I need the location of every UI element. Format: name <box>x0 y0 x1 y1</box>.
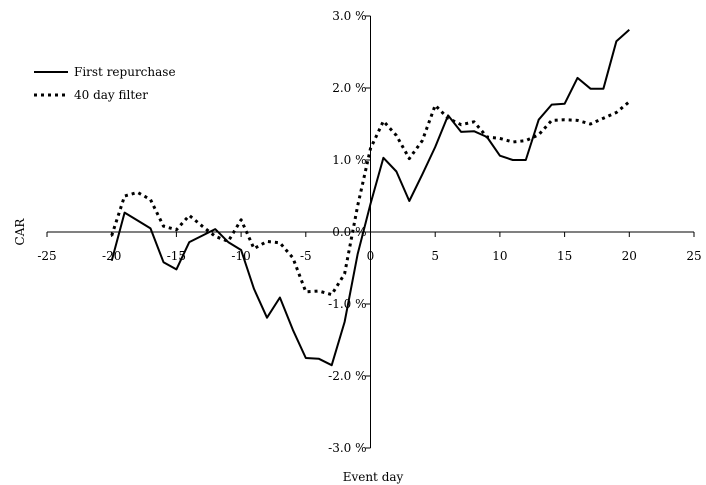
legend-label-first-repurchase: First repurchase <box>74 65 176 79</box>
x-tick-label: 20 <box>622 249 637 263</box>
y-tick-label: -2.0 % <box>328 369 366 383</box>
y-tick-label: 3.0 % <box>332 9 366 23</box>
legend: First repurchase 40 day filter <box>34 65 176 102</box>
x-tick-label: 5 <box>431 249 439 263</box>
y-tick-label: -3.0 % <box>328 441 366 455</box>
legend-label-40-day-filter: 40 day filter <box>74 88 148 102</box>
x-tick-label: -10 <box>231 249 250 263</box>
x-tick-label: 25 <box>686 249 701 263</box>
x-tick-label: 15 <box>557 249 572 263</box>
series-layer <box>110 28 631 367</box>
series-line-first-repurchase <box>110 28 630 367</box>
axes: -25 -20 -15 -10 -5 0 5 10 15 20 25 3.0 %2.0 %1.0 %… <box>37 9 701 455</box>
y-tick-label: 2.0 % <box>332 81 366 95</box>
x-axis-label: Event day <box>343 470 404 484</box>
y-tick-label: 0.0 % <box>332 225 366 239</box>
series-line-40-day-filter <box>110 100 631 297</box>
x-tick-label: -20 <box>102 249 121 263</box>
y-tick-label: 1.0 % <box>332 153 366 167</box>
x-tick-label: -25 <box>37 249 56 263</box>
x-ticks: -25 -20 -15 -10 -5 0 5 10 15 20 25 <box>37 232 702 263</box>
x-tick-label: -5 <box>300 249 312 263</box>
y-axis-label: CAR <box>13 218 27 246</box>
x-tick-label: 0 <box>367 249 375 263</box>
x-tick-label: 10 <box>492 249 507 263</box>
